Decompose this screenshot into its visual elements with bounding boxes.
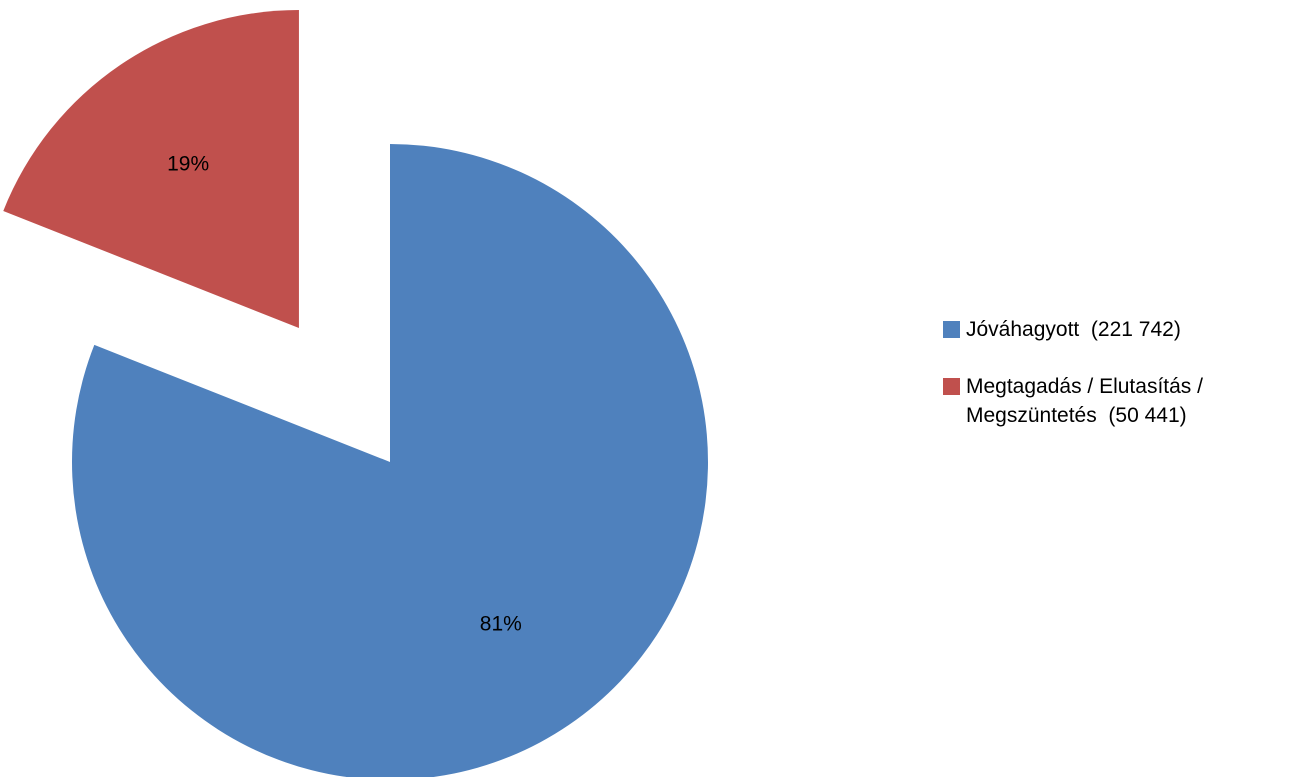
legend-entry: Jóváhagyott (221 742) — [943, 315, 1293, 344]
legend-entry: Megtagadás / Elutasítás / Megszüntetés (… — [943, 372, 1293, 430]
legend: Jóváhagyott (221 742) Megtagadás / Elutas… — [943, 315, 1293, 458]
legend-label: Megtagadás / Elutasítás / Megszüntetés (… — [966, 375, 1209, 427]
legend-key — [943, 321, 960, 338]
legend-label: Jóváhagyott (221 742) — [966, 318, 1181, 341]
pie-slice — [72, 144, 708, 777]
data-label: 81% — [480, 613, 522, 636]
pie-slice — [3, 10, 299, 329]
data-label: 19% — [167, 152, 209, 175]
legend-key — [943, 378, 960, 395]
